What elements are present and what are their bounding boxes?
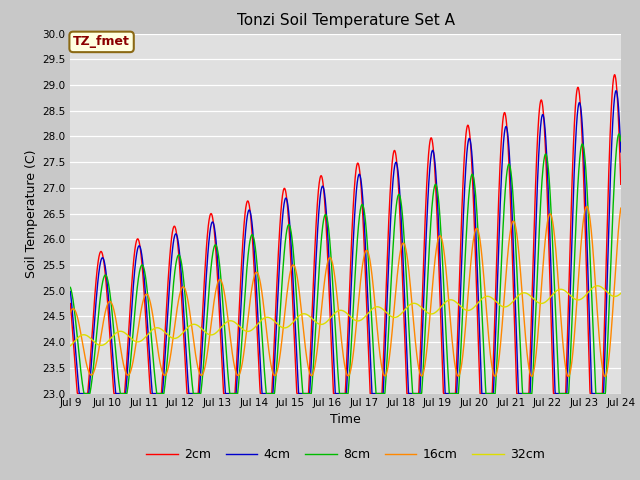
4cm xyxy=(220,370,228,376)
16cm xyxy=(617,205,625,211)
2cm xyxy=(362,277,369,283)
8cm xyxy=(67,285,74,290)
Line: 2cm: 2cm xyxy=(70,75,621,394)
4cm xyxy=(568,221,576,227)
Line: 4cm: 4cm xyxy=(70,91,621,394)
2cm xyxy=(67,300,74,306)
4cm xyxy=(76,391,83,396)
2cm xyxy=(584,311,591,316)
32cm xyxy=(220,322,228,327)
4cm xyxy=(617,149,625,155)
Title: Tonzi Soil Temperature Set A: Tonzi Soil Temperature Set A xyxy=(237,13,454,28)
32cm xyxy=(617,290,625,296)
4cm xyxy=(362,247,369,252)
2cm xyxy=(74,391,81,396)
Line: 32cm: 32cm xyxy=(70,286,621,346)
Legend: 2cm, 4cm, 8cm, 16cm, 32cm: 2cm, 4cm, 8cm, 16cm, 32cm xyxy=(141,443,550,466)
Line: 16cm: 16cm xyxy=(70,206,621,377)
8cm xyxy=(362,220,369,226)
2cm xyxy=(568,170,576,176)
4cm xyxy=(506,156,513,162)
X-axis label: Time: Time xyxy=(330,413,361,426)
4cm xyxy=(67,288,74,294)
32cm xyxy=(506,302,513,308)
8cm xyxy=(374,391,381,396)
32cm xyxy=(594,283,602,288)
16cm xyxy=(584,204,591,210)
16cm xyxy=(506,236,513,241)
32cm xyxy=(374,304,381,310)
8cm xyxy=(584,199,591,204)
2cm xyxy=(617,181,625,187)
4cm xyxy=(374,391,381,396)
2cm xyxy=(220,391,228,396)
2cm xyxy=(611,72,618,78)
8cm xyxy=(615,131,623,137)
32cm xyxy=(568,294,576,300)
Text: TZ_fmet: TZ_fmet xyxy=(73,36,130,48)
8cm xyxy=(568,309,576,314)
Line: 8cm: 8cm xyxy=(70,134,621,394)
8cm xyxy=(617,138,625,144)
8cm xyxy=(506,162,513,168)
16cm xyxy=(568,357,576,362)
16cm xyxy=(601,374,609,380)
2cm xyxy=(506,177,513,183)
16cm xyxy=(220,288,228,293)
2cm xyxy=(374,391,381,396)
4cm xyxy=(584,261,591,266)
32cm xyxy=(67,343,74,348)
Y-axis label: Soil Temperature (C): Soil Temperature (C) xyxy=(25,149,38,278)
8cm xyxy=(81,391,88,396)
16cm xyxy=(374,327,381,333)
32cm xyxy=(362,313,369,319)
8cm xyxy=(220,319,228,324)
16cm xyxy=(362,249,369,255)
4cm xyxy=(612,88,620,94)
16cm xyxy=(583,204,591,209)
16cm xyxy=(67,310,74,315)
32cm xyxy=(584,290,591,296)
